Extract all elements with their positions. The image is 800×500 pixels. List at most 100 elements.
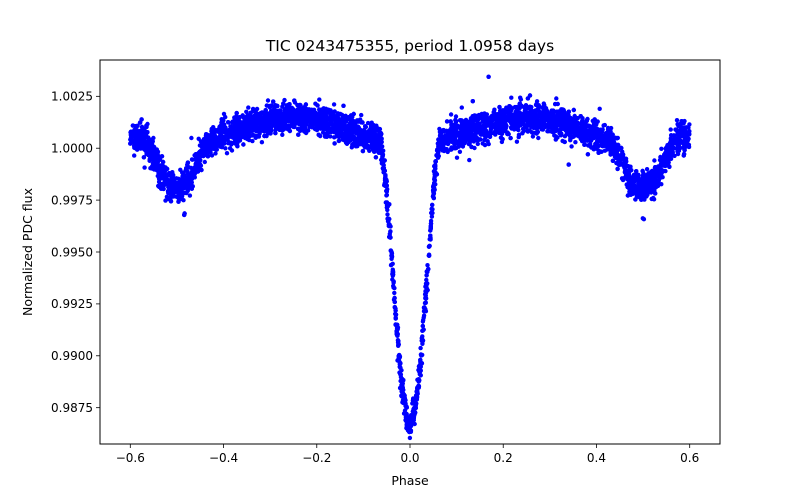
data-point xyxy=(573,140,578,145)
data-point xyxy=(142,165,147,170)
data-point xyxy=(429,210,434,216)
data-point xyxy=(398,365,403,370)
data-point xyxy=(681,121,686,126)
data-point xyxy=(421,313,427,318)
data-point xyxy=(686,142,692,148)
data-point xyxy=(229,148,235,153)
data-point xyxy=(219,120,224,125)
data-point xyxy=(307,124,312,129)
data-point xyxy=(132,153,137,158)
data-point xyxy=(395,322,400,327)
data-point xyxy=(457,149,463,154)
data-point xyxy=(407,415,412,420)
data-point xyxy=(638,190,644,195)
data-point xyxy=(423,300,428,305)
data-point xyxy=(384,192,389,198)
data-point xyxy=(369,120,374,125)
data-point xyxy=(180,170,185,175)
data-point xyxy=(659,182,664,187)
data-point xyxy=(582,142,587,147)
data-point xyxy=(193,152,199,157)
data-point xyxy=(420,323,425,329)
data-point xyxy=(530,134,536,139)
data-point xyxy=(168,199,174,204)
data-point xyxy=(366,146,371,151)
data-point xyxy=(509,95,514,100)
data-point xyxy=(146,135,151,140)
data-point xyxy=(350,128,356,134)
data-point xyxy=(463,117,469,123)
data-point xyxy=(521,121,526,127)
data-point xyxy=(365,120,371,126)
data-point xyxy=(412,421,417,427)
data-point xyxy=(634,169,639,174)
data-point xyxy=(385,212,390,217)
data-point xyxy=(585,152,591,157)
data-point xyxy=(475,141,480,147)
data-point xyxy=(644,167,650,172)
data-point xyxy=(508,125,514,130)
data-point xyxy=(228,140,233,145)
data-point xyxy=(553,101,558,107)
data-point xyxy=(453,114,459,119)
data-point xyxy=(420,319,426,324)
data-point xyxy=(431,187,436,192)
data-point xyxy=(359,112,364,118)
data-point xyxy=(250,138,255,144)
data-point xyxy=(514,139,520,144)
data-point xyxy=(286,123,291,129)
data-point xyxy=(377,126,383,132)
data-point xyxy=(674,118,680,123)
data-point xyxy=(235,144,240,149)
data-point xyxy=(687,122,692,127)
data-point xyxy=(388,229,393,234)
data-point xyxy=(521,126,526,132)
data-point xyxy=(363,124,368,129)
data-point xyxy=(275,103,280,109)
data-point xyxy=(541,101,546,106)
data-point xyxy=(385,216,390,221)
data-point xyxy=(486,74,491,80)
data-point xyxy=(553,137,558,142)
data-point xyxy=(416,378,422,383)
data-point xyxy=(444,119,450,124)
data-point xyxy=(628,192,633,197)
data-point xyxy=(424,277,429,283)
data-point xyxy=(602,122,607,128)
data-point xyxy=(384,188,389,194)
data-point xyxy=(493,121,498,127)
data-point xyxy=(518,97,524,102)
data-point xyxy=(449,145,454,150)
data-point xyxy=(304,122,309,127)
data-point xyxy=(165,166,170,172)
data-point xyxy=(418,373,423,378)
data-point xyxy=(459,105,464,110)
data-point xyxy=(259,140,265,145)
data-point xyxy=(383,173,388,178)
data-point xyxy=(246,105,251,110)
data-point xyxy=(223,146,228,151)
data-point xyxy=(659,146,664,151)
data-point xyxy=(317,97,322,102)
data-point xyxy=(448,119,453,124)
data-point xyxy=(640,216,645,221)
data-point xyxy=(430,202,435,208)
data-point xyxy=(485,139,490,144)
data-point xyxy=(196,136,201,141)
data-point xyxy=(679,140,684,145)
chart-title: TIC 0243475355, period 1.0958 days xyxy=(265,37,554,55)
data-point xyxy=(253,109,258,114)
data-point xyxy=(189,135,194,141)
data-point xyxy=(536,103,541,108)
data-point xyxy=(297,102,302,108)
data-point xyxy=(213,151,218,156)
data-point xyxy=(388,262,394,268)
data-point xyxy=(536,135,541,141)
data-point xyxy=(428,223,433,229)
data-point xyxy=(424,273,429,278)
data-points xyxy=(128,74,692,441)
data-point xyxy=(130,123,136,128)
data-point xyxy=(498,135,504,140)
